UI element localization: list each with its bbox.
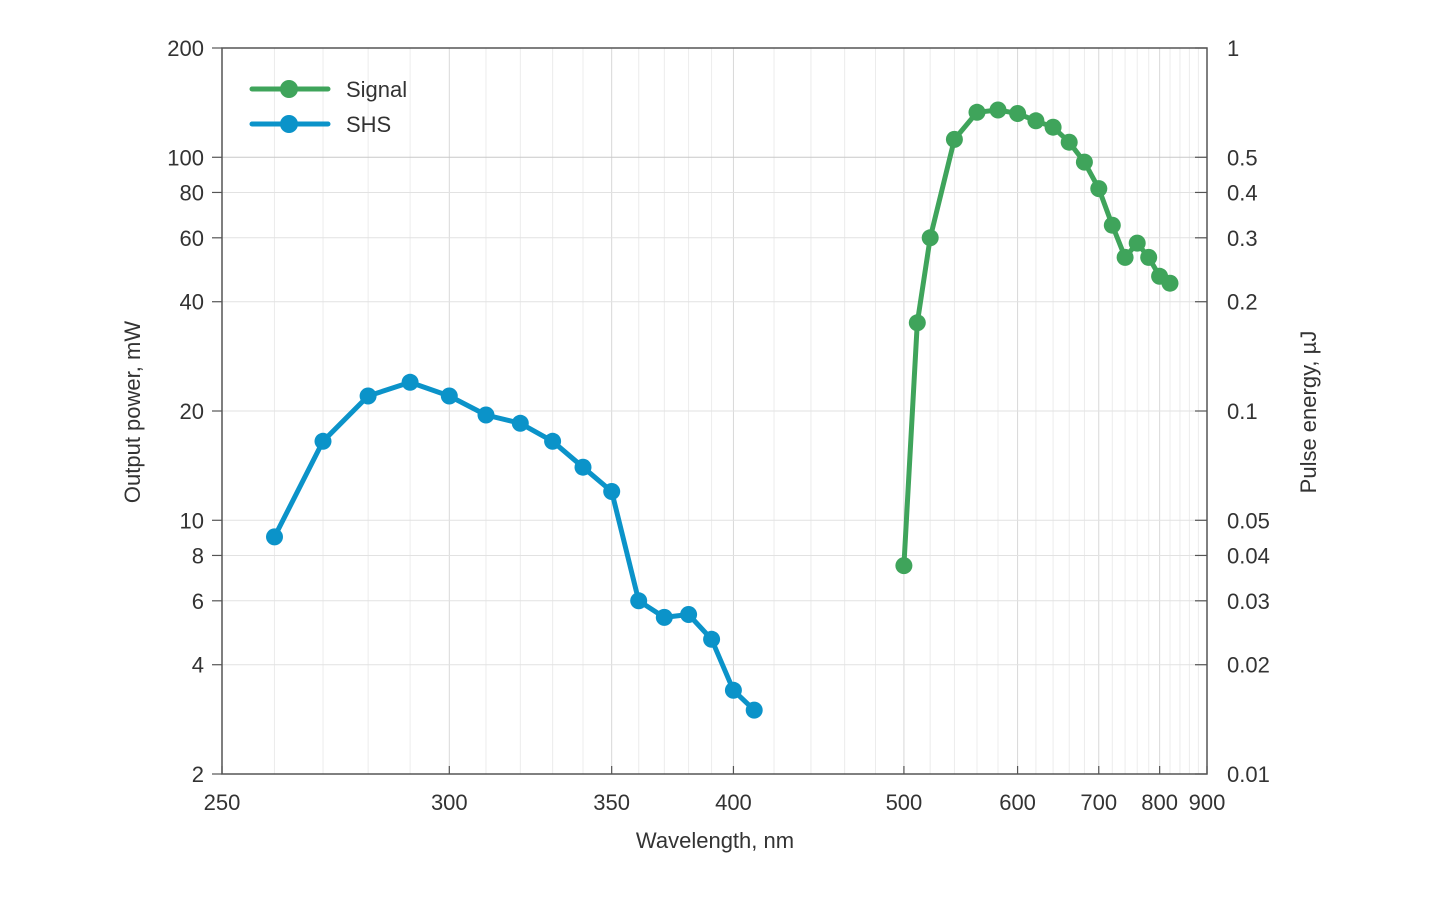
y-tick-label: 60 (180, 226, 204, 251)
legend-signal-label: Signal (346, 77, 407, 102)
legend-shs-label: SHS (346, 112, 391, 137)
signal-data-point (895, 557, 913, 575)
y2-tick-label: 0.3 (1227, 226, 1258, 251)
y-tick-label: 80 (180, 180, 204, 205)
shs-data-point (603, 483, 621, 500)
x-tick-label: 600 (999, 790, 1036, 815)
signal-data-point (1044, 118, 1062, 136)
y-tick-label: 100 (167, 145, 204, 170)
shs-data-point (401, 373, 419, 391)
signal-data-point (945, 130, 963, 148)
shs-data-point (680, 606, 698, 623)
y2-tick-label: 0.02 (1227, 653, 1270, 678)
legend: Signal SHS (249, 77, 407, 137)
signal-data-point (1009, 105, 1027, 122)
x-tick-label: 500 (886, 790, 923, 815)
signal-data-point (1090, 180, 1108, 198)
shs-data-point (574, 458, 592, 476)
legend-signal-marker (280, 80, 298, 98)
signal-data-point (1161, 274, 1179, 292)
shs-data-point (359, 387, 377, 405)
shs-data-point (655, 608, 673, 626)
grid-lines (222, 48, 1207, 774)
y2-tick-label: 0.01 (1227, 762, 1270, 787)
signal-data-point (921, 229, 939, 247)
y-tick-label: 20 (180, 399, 204, 424)
signal-data-point (968, 103, 986, 121)
axis-ticks: 250 300 350 400 500 600 700 800 900 2 4 6 8 10 20 40 60 8… (167, 36, 1270, 815)
y2-axis-label: Pulse energy, µJ (1296, 331, 1321, 494)
y2-tick-label: 1 (1227, 36, 1239, 61)
y2-tick-label: 0.1 (1227, 399, 1258, 424)
signal-series-line (901, 107, 1173, 569)
y2-tick-label: 0.04 (1227, 543, 1270, 568)
x-axis-label: Wavelength, nm (636, 828, 794, 853)
y2-tick-label: 0.4 (1227, 180, 1258, 205)
y-tick-label: 6 (192, 589, 204, 614)
shs-data-point (511, 414, 529, 432)
shs-data-point (440, 387, 458, 405)
y-tick-label: 8 (192, 543, 204, 568)
x-tick-label: 250 (204, 790, 241, 815)
x-tick-label: 350 (593, 790, 630, 815)
signal-data-point (1027, 112, 1045, 130)
legend-shs-marker (280, 115, 298, 133)
shs-data-point (314, 432, 332, 450)
shs-data-point (703, 630, 721, 648)
shs-data-point (630, 592, 648, 610)
signal-data-point (908, 314, 926, 332)
x-tick-label: 400 (715, 790, 752, 815)
shs-data-point (544, 432, 562, 450)
x-tick-label: 800 (1141, 790, 1178, 815)
y2-tick-label: 0.05 (1227, 508, 1270, 533)
signal-data-point (1140, 248, 1158, 266)
y-tick-label: 4 (192, 653, 204, 678)
signal-data-point (989, 101, 1007, 119)
shs-data-point (724, 681, 742, 699)
series-layer (266, 101, 1179, 719)
y2-tick-label: 0.2 (1227, 290, 1258, 315)
y2-tick-label: 0.03 (1227, 589, 1270, 614)
shs-data-point (477, 406, 495, 424)
y2-tick-label: 0.5 (1227, 145, 1258, 170)
y-tick-label: 10 (180, 508, 204, 533)
signal-data-point (1116, 248, 1134, 266)
signal-data-point (1060, 133, 1078, 151)
shs-series-line (272, 379, 757, 713)
y-axis-label: Output power, mW (120, 321, 145, 503)
y-tick-label: 40 (180, 290, 204, 315)
shs-data-point (745, 701, 763, 719)
y-tick-label: 200 (167, 36, 204, 61)
signal-data-point (1128, 234, 1146, 252)
signal-data-point (1075, 153, 1093, 171)
x-tick-label: 900 (1189, 790, 1226, 815)
signal-data-point (1103, 216, 1121, 234)
x-tick-label: 300 (431, 790, 468, 815)
x-tick-label: 700 (1080, 790, 1117, 815)
y-tick-label: 2 (192, 762, 204, 787)
shs-data-point (266, 528, 283, 546)
